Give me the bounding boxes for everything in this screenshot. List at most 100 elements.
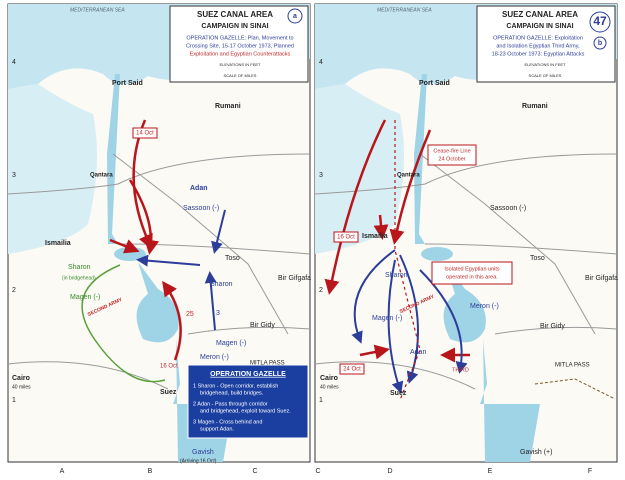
legend-item: 2 Adan - Pass through corridor [193, 401, 268, 407]
grid-row: 3 [319, 172, 323, 179]
description: Crossing Site, 15-17 October 1973, Plann… [186, 43, 294, 49]
grid-row: 2 [319, 287, 323, 294]
unit: Magen (-) [216, 340, 246, 347]
unit: Sharon [210, 281, 233, 288]
ceasefire-box [427, 144, 477, 166]
grid-row: 1 [319, 397, 323, 404]
date: 24 Oct [343, 367, 361, 373]
panel-badge [593, 36, 607, 50]
date-box [339, 363, 365, 375]
grid-column: F [588, 468, 592, 475]
unit: Sharon [68, 264, 91, 271]
left-labels: MEDITERRANEAN SEA SUEZ CANAL AREA CAMPAI… [12, 5, 311, 464]
grid-column: C [252, 468, 257, 475]
elevation-legend: ELEVATIONS IN FEET [525, 62, 567, 67]
unit: (Arriving 16 Oct) [180, 458, 217, 464]
place: Bir Gifgafa [278, 275, 311, 282]
scale-legend: SCALE OF MILES [224, 73, 257, 78]
title: SUEZ CANAL AREA [502, 10, 578, 19]
place: 40 miles [320, 384, 339, 390]
unit: Meron (-) [200, 354, 229, 361]
grid-row: 4 [12, 59, 16, 66]
description: OPERATION GAZELLE: Exploitation [493, 35, 583, 41]
note: Isolated Egyptian units [444, 266, 500, 272]
date-box [333, 231, 359, 243]
title-box [169, 5, 309, 83]
grid-column: B [148, 468, 153, 475]
unit: Gavish [192, 449, 214, 456]
note-box [431, 261, 513, 285]
unit: (in bridgehead) [62, 275, 96, 281]
place: 40 miles [12, 384, 31, 390]
unit-number: 3 [216, 310, 220, 317]
grid-row: 4 [319, 59, 323, 66]
place: MITLA PASS [250, 361, 285, 367]
legend-item: 1 Sharon - Open corridor, establish [193, 383, 278, 389]
legend-title: OPERATION GAZELLE [210, 371, 286, 378]
sea-label: MEDITERRANEAN SEA [377, 7, 432, 13]
unit: Meron (-) [470, 303, 499, 310]
grid-row: 2 [12, 287, 16, 294]
grid-column: D [387, 468, 392, 475]
place: Bir Gidy [540, 323, 565, 330]
place: Suez [390, 390, 407, 397]
legend-item: and bridgehead, exploit toward Suez. [200, 408, 291, 414]
place: Port Said [419, 80, 450, 87]
unit: Magen (-) [372, 315, 402, 322]
grid-column: E [488, 468, 493, 475]
panel-label: b [598, 40, 602, 47]
description: and Isolation Egyptian Third Army, [496, 43, 580, 49]
place: Toso [225, 255, 240, 262]
subtitle: CAMPAIGN IN SINAI [506, 23, 573, 30]
legend-box [187, 364, 309, 439]
date-box [132, 127, 158, 139]
description: 18-23 October 1973: Egyptian Attacks [492, 51, 585, 57]
right-arrows [324, 119, 470, 401]
ceasefire-label: Cease-fire Line [433, 148, 470, 154]
panel-badge [287, 8, 303, 24]
army-label: THIRD [452, 367, 469, 373]
place: Ismailia [362, 233, 388, 240]
sea-label: MEDITERRANEAN SEA [70, 7, 125, 13]
grid-row: 1 [12, 397, 16, 404]
date: 16 Oct [160, 364, 178, 370]
unit: Adan [190, 185, 208, 192]
legend-item: 3 Magen - Cross behind and [193, 419, 262, 425]
title: SUEZ CANAL AREA [197, 10, 273, 19]
unit: Magen (-) [70, 294, 100, 301]
note: operated in this area. [446, 274, 498, 280]
place: Port Said [112, 80, 143, 87]
panel-label: a [293, 13, 297, 20]
place: Bir Gifgafa [585, 275, 618, 282]
grid-labels: A B C C D E F 4 3 2 1 4 3 2 1 [12, 59, 592, 475]
unit: Sharon [385, 272, 408, 279]
place: Suez [160, 389, 177, 396]
place: Cairo [12, 375, 30, 382]
grid-column: A [60, 468, 65, 475]
place: Qantara [90, 173, 113, 179]
place: Ismailia [45, 240, 71, 247]
place: Toso [530, 255, 545, 262]
left-arrows [81, 119, 226, 383]
date: 14 Oct [136, 131, 154, 137]
unit: Sassoon (-) [183, 205, 219, 212]
unit: Adan [410, 349, 426, 356]
scale-legend: SCALE OF MILES [529, 73, 562, 78]
subtitle: CAMPAIGN IN SINAI [201, 23, 268, 30]
place: Qantara [397, 173, 420, 179]
legend-item: support Adan. [200, 426, 234, 432]
unit: Sassoon (-) [490, 205, 526, 212]
place: Rumani [215, 103, 241, 110]
place: Rumani [522, 103, 548, 110]
description: OPERATION GAZELLE: Plan, Movement to [186, 35, 293, 41]
map-number: 47 [593, 14, 607, 28]
title-box [476, 5, 616, 83]
grid-column: C [315, 468, 320, 475]
elevation-legend: ELEVATIONS IN FEET [220, 62, 262, 67]
description: Exploitation and Egyptian Counterattacks [190, 51, 291, 57]
ceasefire-label: 24 October [438, 156, 465, 162]
place: Bir Gidy [250, 322, 275, 329]
grid-row: 3 [12, 172, 16, 179]
place: MITLA PASS [555, 363, 590, 369]
